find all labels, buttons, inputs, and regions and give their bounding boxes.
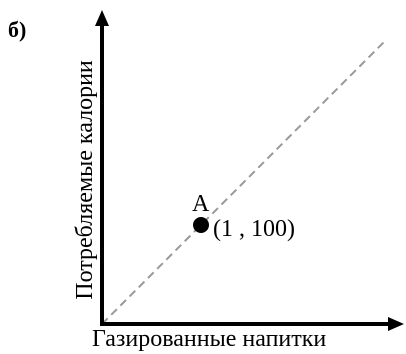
diagonal-dashed-line	[101, 41, 385, 325]
y-axis-label: Потребляемые калории	[72, 60, 98, 300]
y-axis-arrowhead	[95, 10, 109, 26]
point-a-coordinates: (1 , 100)	[213, 216, 295, 242]
x-axis-label: Газированные напитки	[92, 326, 327, 352]
panel-label: б)	[8, 17, 27, 42]
point-a-letter: A	[192, 191, 210, 217]
x-axis-arrowhead	[388, 317, 404, 331]
point-a-marker	[193, 217, 209, 233]
